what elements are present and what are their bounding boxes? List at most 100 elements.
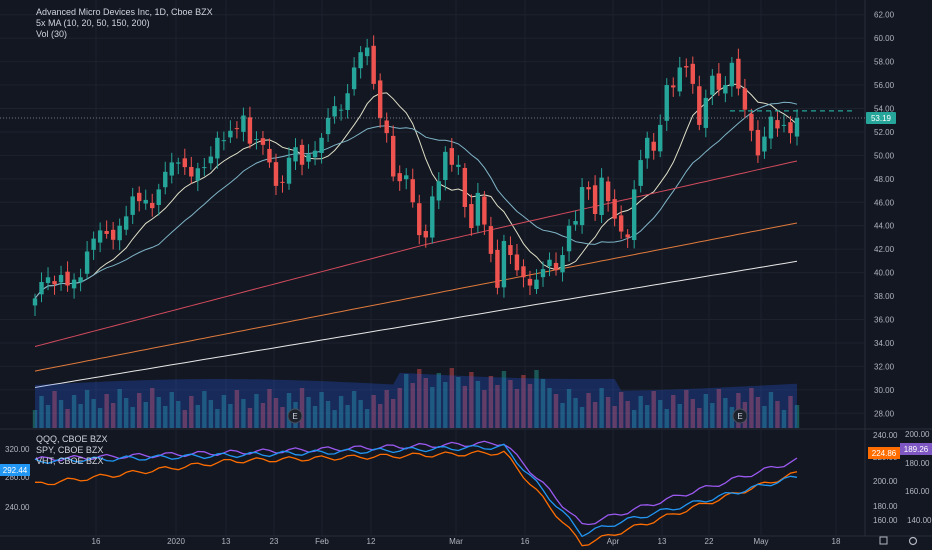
candle-body xyxy=(768,116,774,139)
volume-bar xyxy=(749,388,754,428)
y-tick-label: 52.00 xyxy=(874,128,895,137)
candle-body xyxy=(293,147,298,162)
volume-bar xyxy=(794,405,800,428)
compare-pane xyxy=(34,440,798,547)
volume-bar xyxy=(501,371,507,428)
candle-body xyxy=(169,162,174,176)
candle-body xyxy=(286,157,292,184)
candle-body xyxy=(137,192,142,202)
volume-bar xyxy=(345,405,350,428)
gear-icon[interactable] xyxy=(908,536,918,546)
candle-body xyxy=(781,124,787,126)
candle-body xyxy=(495,249,500,288)
volume-bar xyxy=(612,406,617,428)
volume-bar xyxy=(391,399,396,428)
compare-legend-qqq[interactable]: QQQ, CBOE BZX xyxy=(36,434,108,444)
candle-body xyxy=(32,298,38,306)
volume-bar xyxy=(123,398,129,428)
y-tick-label: 34.00 xyxy=(874,339,895,348)
volume-bar xyxy=(254,394,259,428)
volume-bar xyxy=(592,402,598,428)
candle-body xyxy=(436,181,441,201)
volume-bar xyxy=(638,396,643,428)
volume-bar xyxy=(371,395,376,428)
candle-body xyxy=(91,238,96,250)
y-tick-label: 58.00 xyxy=(874,58,895,67)
candle-body xyxy=(540,269,546,278)
compare-right-tick: 140.00 xyxy=(907,516,932,525)
candle-body xyxy=(410,179,415,203)
y-tick-label: 38.00 xyxy=(874,292,895,301)
volume-bar xyxy=(273,398,279,428)
vht-line xyxy=(34,443,798,538)
compare-legend-spy[interactable]: SPY, CBOE BZX xyxy=(36,445,104,455)
compare-far-right-tick: 200.00 xyxy=(905,430,930,439)
volume-bar xyxy=(384,390,389,428)
x-tick-label: Mar xyxy=(449,537,463,546)
y-tick-label: 36.00 xyxy=(874,316,895,325)
ma-indicator-label[interactable]: 5x MA (10, 20, 50, 150, 200) xyxy=(36,18,150,28)
candle-body xyxy=(560,255,565,273)
volume-bar xyxy=(260,403,266,428)
volume-bar xyxy=(495,385,500,428)
candle-body xyxy=(371,45,376,84)
y-tick-label: 56.00 xyxy=(874,81,895,90)
volume-bar xyxy=(312,406,318,428)
x-tick-label: 16 xyxy=(521,537,530,546)
symbol-title[interactable]: Advanced Micro Devices Inc, 1D, Cboe BZX xyxy=(36,7,213,17)
volume-bar xyxy=(469,372,474,428)
volume-bar xyxy=(710,403,715,428)
candle-body xyxy=(215,137,220,159)
volume-bar xyxy=(182,410,187,428)
compare-legend-vht[interactable]: VHT, CBOE BZX xyxy=(36,456,104,466)
candle-body xyxy=(664,85,669,121)
volume-bar xyxy=(684,390,689,428)
volume-bar xyxy=(449,368,455,428)
candle-body xyxy=(716,73,722,90)
compare-right-tick: 180.00 xyxy=(873,502,898,511)
y-tick-label: 32.00 xyxy=(874,362,895,371)
volume-bar xyxy=(553,394,559,428)
compare-left-tick: 320.00 xyxy=(5,445,30,454)
earnings-marker-label: E xyxy=(292,412,297,421)
volume-bar xyxy=(143,402,148,428)
x-tick-label: 13 xyxy=(658,537,667,546)
candle-body xyxy=(658,124,663,152)
volume-bar xyxy=(788,396,793,428)
candle-body xyxy=(208,156,214,164)
candle-body xyxy=(45,277,51,284)
candle-body xyxy=(625,234,630,238)
compare-left-badge xyxy=(0,464,30,476)
volume-bar xyxy=(417,369,422,428)
volume-bar xyxy=(410,383,415,428)
x-tick-label: May xyxy=(753,537,768,546)
compare-far-right-tick: 160.00 xyxy=(905,487,930,496)
volume-bar xyxy=(625,401,630,428)
ma150-line xyxy=(34,222,798,372)
candle-body xyxy=(176,162,181,164)
volume-bar xyxy=(605,397,611,428)
volume-bar xyxy=(208,400,214,428)
candle-body xyxy=(110,229,116,240)
candle-body xyxy=(189,166,194,177)
volume-bar xyxy=(404,374,409,428)
candle-body xyxy=(234,128,240,130)
x-tick-label: 23 xyxy=(270,537,279,546)
candle-body xyxy=(788,122,793,134)
volume-indicator-label[interactable]: Vol (30) xyxy=(36,29,68,39)
volume-bar xyxy=(729,407,735,428)
candle-body xyxy=(456,164,461,167)
volume-bar xyxy=(664,409,669,428)
volume-bar xyxy=(247,408,253,428)
ma200-line xyxy=(34,260,798,388)
volume-bar xyxy=(65,409,70,428)
earnings-marker xyxy=(287,408,303,424)
x-tick-label: 12 xyxy=(367,537,376,546)
candle-body xyxy=(364,47,370,57)
candle-body xyxy=(117,225,122,241)
volume-bar xyxy=(280,407,285,428)
volume-bar xyxy=(299,388,305,428)
volume-bar xyxy=(286,393,292,428)
